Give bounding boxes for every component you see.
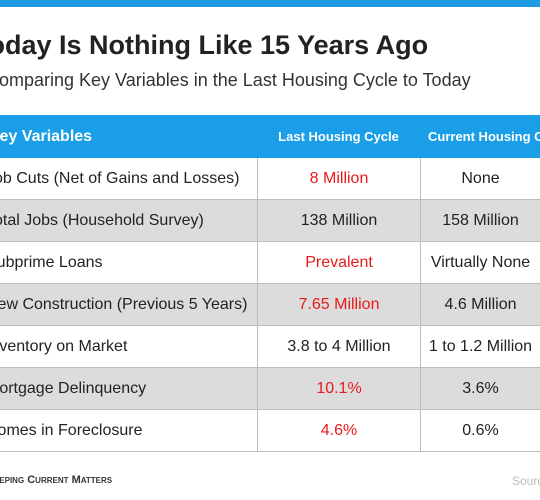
last-cycle-cell: 4.6%: [257, 410, 420, 451]
last-cycle-cell: 138 Million: [257, 200, 420, 241]
variable-cell: New Construction (Previous 5 Years): [0, 295, 248, 313]
table-row: Total Jobs (Household Survey) 138 Millio…: [0, 200, 540, 242]
current-cycle-cell: 1 to 1.2 Million: [420, 326, 540, 367]
last-cycle-cell: 8 Million: [257, 158, 420, 199]
page-subtitle: Comparing Key Variables in the Last Hous…: [0, 70, 471, 90]
variable-cell: Inventory on Market: [0, 337, 128, 355]
variable-cell: Mortgage Delinquency: [0, 379, 147, 397]
variable-cell: Homes in Foreclosure: [0, 421, 143, 439]
top-accent-bar: [0, 0, 540, 7]
header-key-variables: Key Variables: [0, 127, 93, 145]
variable-cell: Total Jobs (Household Survey): [0, 211, 204, 229]
variable-cell: Subprime Loans: [0, 253, 103, 271]
last-cycle-cell: 7.65 Million: [257, 284, 420, 325]
source-label: Source: [512, 474, 540, 488]
header-current-cycle: Current Housing Cycle: [428, 129, 540, 144]
last-cycle-cell: 3.8 to 4 Million: [257, 326, 420, 367]
table-header-row: Key Variables Last Housing Cycle Current…: [0, 115, 540, 158]
page-title: Today Is Nothing Like 15 Years Ago: [0, 30, 429, 60]
comparison-table: Key Variables Last Housing Cycle Current…: [0, 115, 540, 452]
current-cycle-cell: Virtually None: [420, 242, 540, 283]
current-cycle-cell: None: [420, 158, 540, 199]
last-cycle-cell: 10.1%: [257, 368, 420, 409]
current-cycle-cell: 158 Million: [420, 200, 540, 241]
variable-cell: Job Cuts (Net of Gains and Losses): [0, 169, 240, 187]
current-cycle-cell: 3.6%: [420, 368, 540, 409]
header-last-cycle: Last Housing Cycle: [278, 129, 399, 144]
current-cycle-cell: 4.6 Million: [420, 284, 540, 325]
table-row: Homes in Foreclosure 4.6% 0.6%: [0, 410, 540, 452]
table-row: Job Cuts (Net of Gains and Losses) 8 Mil…: [0, 158, 540, 200]
table-row: Inventory on Market 3.8 to 4 Million 1 t…: [0, 326, 540, 368]
last-cycle-cell: Prevalent: [257, 242, 420, 283]
brand-logo: Keeping Current Matters: [0, 474, 113, 486]
table-row: Mortgage Delinquency 10.1% 3.6%: [0, 368, 540, 410]
table-row: New Construction (Previous 5 Years) 7.65…: [0, 284, 540, 326]
current-cycle-cell: 0.6%: [420, 410, 540, 451]
table-row: Subprime Loans Prevalent Virtually None: [0, 242, 540, 284]
